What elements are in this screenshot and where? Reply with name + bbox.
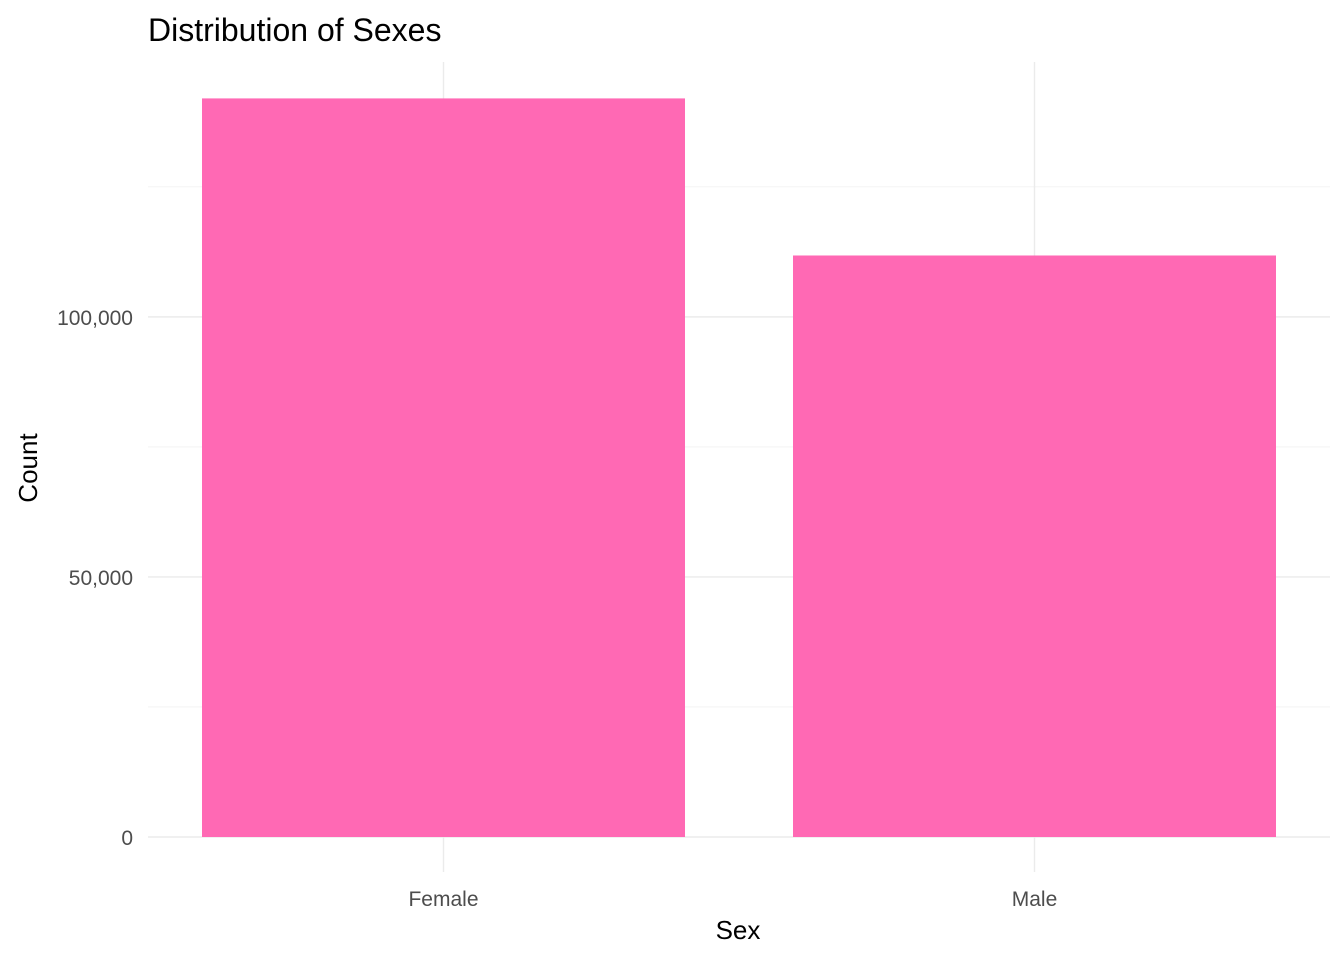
y-tick-label: 0 bbox=[121, 827, 133, 850]
y-axis-ticks: 0 50,000 100,000 bbox=[57, 307, 133, 850]
bar-male bbox=[793, 255, 1276, 837]
x-axis-title: Sex bbox=[716, 915, 761, 945]
x-tick-label: Female bbox=[408, 888, 478, 911]
y-tick-label: 50,000 bbox=[69, 567, 133, 590]
y-axis-title: Count bbox=[13, 433, 43, 503]
chart-title: Distribution of Sexes bbox=[148, 12, 441, 48]
x-tick-label: Male bbox=[1012, 888, 1058, 911]
bars bbox=[202, 98, 1276, 837]
bar-female bbox=[202, 98, 685, 837]
x-axis-ticks: Female Male bbox=[408, 888, 1057, 911]
y-tick-label: 100,000 bbox=[57, 307, 133, 330]
